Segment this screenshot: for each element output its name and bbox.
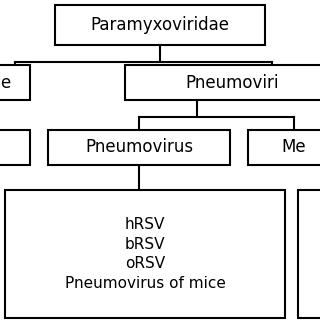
Text: Paramyxoviridae: Paramyxoviridae (91, 16, 229, 34)
FancyBboxPatch shape (125, 65, 320, 100)
Text: Pneumoviri: Pneumoviri (186, 74, 279, 92)
FancyBboxPatch shape (0, 65, 30, 100)
Text: Pneumovirus: Pneumovirus (85, 139, 193, 156)
Text: Me: Me (282, 139, 306, 156)
FancyBboxPatch shape (55, 5, 265, 45)
FancyBboxPatch shape (248, 130, 320, 165)
FancyBboxPatch shape (0, 130, 30, 165)
FancyBboxPatch shape (5, 190, 285, 318)
FancyBboxPatch shape (48, 130, 230, 165)
FancyBboxPatch shape (298, 190, 320, 318)
Text: e: e (0, 74, 10, 92)
Text: hRSV
bRSV
oRSV
Pneumovirus of mice: hRSV bRSV oRSV Pneumovirus of mice (65, 217, 225, 291)
